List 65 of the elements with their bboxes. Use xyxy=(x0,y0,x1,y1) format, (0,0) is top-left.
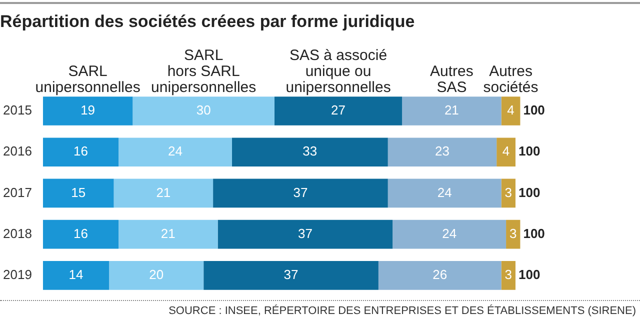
data-label: 23 xyxy=(435,144,450,159)
bar xyxy=(118,220,218,249)
data-label: 14 xyxy=(68,267,84,282)
bar xyxy=(204,261,378,290)
bar xyxy=(42,96,133,126)
data-label: 16 xyxy=(73,226,88,241)
y-tick-label: 2018 xyxy=(3,226,32,241)
y-tick-label: 2019 xyxy=(3,267,32,282)
bar xyxy=(501,96,520,126)
total-label: 100 xyxy=(518,184,540,200)
data-label: 24 xyxy=(442,226,457,241)
bar xyxy=(42,138,119,166)
data-label: 19 xyxy=(80,102,96,118)
total-label: 100 xyxy=(518,144,540,159)
data-label: 21 xyxy=(156,184,171,200)
data-label: 37 xyxy=(284,267,298,282)
series-label: Autres sociétés xyxy=(483,63,538,96)
data-label: 3 xyxy=(504,267,512,282)
series-label: SAS à associé unique ou unipersonnelles xyxy=(286,47,391,96)
data-label: 30 xyxy=(196,102,211,118)
data-label: 24 xyxy=(168,144,182,159)
total-label: 100 xyxy=(523,102,545,118)
y-tick-label: 2016 xyxy=(3,144,32,159)
bar xyxy=(118,138,232,166)
bar xyxy=(42,220,119,249)
bar xyxy=(114,178,214,208)
y-tick-label: 2015 xyxy=(3,102,32,118)
bar xyxy=(109,261,204,290)
data-label: 27 xyxy=(331,102,346,118)
bar xyxy=(132,96,274,126)
bar xyxy=(42,261,110,290)
series-label: Autres SAS xyxy=(430,63,474,96)
bar xyxy=(388,178,502,208)
series-label: SARL hors SARL unipersonnelles xyxy=(151,47,256,96)
data-label: 21 xyxy=(160,226,176,241)
data-label: 37 xyxy=(298,226,312,241)
chart-title: Répartition des sociétés créees par forme juridique xyxy=(0,12,415,31)
data-label: 3 xyxy=(504,184,512,200)
bar xyxy=(42,178,114,208)
bar xyxy=(232,138,388,166)
total-label: 100 xyxy=(518,267,540,282)
bar xyxy=(501,261,516,290)
bar xyxy=(274,96,402,126)
bar xyxy=(388,138,497,166)
bar xyxy=(402,96,502,126)
total-label: 100 xyxy=(523,226,545,241)
bar xyxy=(496,138,516,166)
data-label: 24 xyxy=(437,184,452,200)
bar xyxy=(213,178,388,208)
data-label: 16 xyxy=(73,144,88,159)
data-label: 4 xyxy=(502,144,510,159)
data-label: 20 xyxy=(149,267,164,282)
data-label: 4 xyxy=(507,102,514,118)
y-tick-label: 2017 xyxy=(3,184,32,200)
bar xyxy=(378,261,502,290)
data-label: 3 xyxy=(510,226,517,241)
data-label: 33 xyxy=(302,144,318,159)
data-label: 21 xyxy=(444,102,459,118)
data-label: 15 xyxy=(71,184,86,200)
source-note: SOURCE : INSEE, RÉPERTOIRE DES ENTREPRISES ET DES ÉTABLISSEMENTS (SIRENE) xyxy=(168,304,636,318)
data-label: 26 xyxy=(432,267,448,282)
bar xyxy=(218,220,393,249)
series-label: SARL unipersonnelles xyxy=(35,63,140,96)
data-label: 37 xyxy=(293,184,308,200)
bar xyxy=(392,220,506,249)
